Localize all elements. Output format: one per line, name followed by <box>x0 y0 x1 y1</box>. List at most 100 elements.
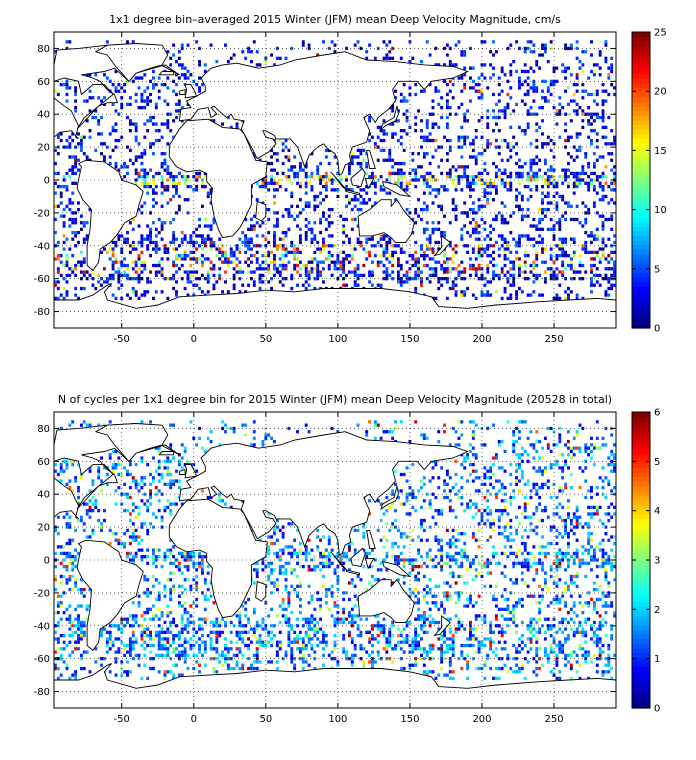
data-bin <box>59 561 63 565</box>
data-bin <box>258 184 262 189</box>
data-bin <box>310 237 314 241</box>
data-bin <box>587 538 591 542</box>
data-bin <box>590 545 593 549</box>
data-bin <box>572 581 576 585</box>
data-bin <box>65 290 69 294</box>
data-bin <box>270 535 274 539</box>
data-bin <box>365 184 369 189</box>
data-bin <box>575 82 579 87</box>
data-bin <box>399 175 403 179</box>
data-bin <box>486 171 490 176</box>
data-bin <box>365 250 369 254</box>
data-bin <box>454 188 458 192</box>
data-bin <box>79 142 83 146</box>
data-bin <box>477 119 481 123</box>
data-bin <box>486 234 490 238</box>
data-bin <box>209 244 213 248</box>
data-bin <box>569 260 573 264</box>
data-bin <box>569 204 573 208</box>
data-bin <box>65 568 69 572</box>
data-bin <box>362 158 366 162</box>
data-bin <box>391 250 395 254</box>
data-bin <box>342 283 346 287</box>
data-bin <box>85 73 89 77</box>
data-bin <box>399 558 403 562</box>
data-bin <box>569 555 573 559</box>
data-bin <box>249 217 253 222</box>
data-bin <box>523 502 527 506</box>
data-bin <box>555 443 559 447</box>
data-bin <box>572 512 576 516</box>
data-bin <box>330 221 334 225</box>
data-bin <box>590 538 593 542</box>
data-bin <box>218 499 222 503</box>
data-bin <box>304 286 308 291</box>
data-bin <box>474 267 478 271</box>
data-bin <box>569 522 573 526</box>
data-bin <box>515 40 519 44</box>
data-bin <box>466 165 470 169</box>
data-bin <box>368 132 372 136</box>
data-bin <box>293 247 297 251</box>
data-bin <box>293 538 297 542</box>
data-bin <box>154 290 158 294</box>
data-bin <box>382 237 386 241</box>
data-bin <box>520 234 524 238</box>
data-bin <box>440 538 444 542</box>
data-bin <box>180 240 184 245</box>
data-bin <box>500 466 504 470</box>
data-bin <box>281 142 285 146</box>
data-bin <box>543 277 547 281</box>
data-bin <box>157 263 161 268</box>
data-bin <box>278 564 282 569</box>
data-bin <box>304 204 308 208</box>
data-bin <box>290 214 294 218</box>
data-bin <box>123 492 127 496</box>
data-bin <box>587 76 591 80</box>
data-bin <box>523 250 527 254</box>
data-bin <box>82 420 86 424</box>
data-bin <box>532 69 536 74</box>
data-bin <box>561 240 565 245</box>
data-bin <box>146 290 150 294</box>
data-bin <box>590 532 593 536</box>
data-bin <box>486 270 490 274</box>
data-bin <box>575 175 579 179</box>
data-bin <box>509 86 513 90</box>
data-bin <box>402 280 406 284</box>
data-bin <box>166 119 170 123</box>
data-bin <box>457 273 461 278</box>
data-bin <box>587 591 591 595</box>
data-bin <box>558 561 562 565</box>
data-bin <box>523 495 527 500</box>
data-bin <box>353 43 357 47</box>
data-bin <box>100 250 103 254</box>
data-bin <box>278 56 282 60</box>
data-bin <box>175 558 178 562</box>
data-bin <box>347 260 351 264</box>
data-bin <box>575 148 579 153</box>
data-bin <box>229 505 233 510</box>
data-bin <box>601 594 605 598</box>
data-bin <box>546 191 550 195</box>
data-bin <box>281 548 285 552</box>
data-bin <box>471 479 475 483</box>
data-bin <box>65 184 69 189</box>
data-bin <box>543 181 547 185</box>
data-bin <box>483 194 487 199</box>
data-bin <box>97 472 101 477</box>
coastline <box>178 89 186 95</box>
data-bin <box>460 125 464 130</box>
data-bin <box>322 574 325 579</box>
data-bin <box>601 466 605 470</box>
data-bin <box>526 76 530 80</box>
data-bin <box>523 214 527 218</box>
data-bin <box>304 230 308 235</box>
data-bin <box>172 237 176 241</box>
data-bin <box>543 469 547 473</box>
data-bin <box>391 502 395 506</box>
data-bin <box>166 122 170 126</box>
data-bin <box>526 277 530 281</box>
data-bin <box>388 148 392 153</box>
data-bin <box>186 198 190 202</box>
